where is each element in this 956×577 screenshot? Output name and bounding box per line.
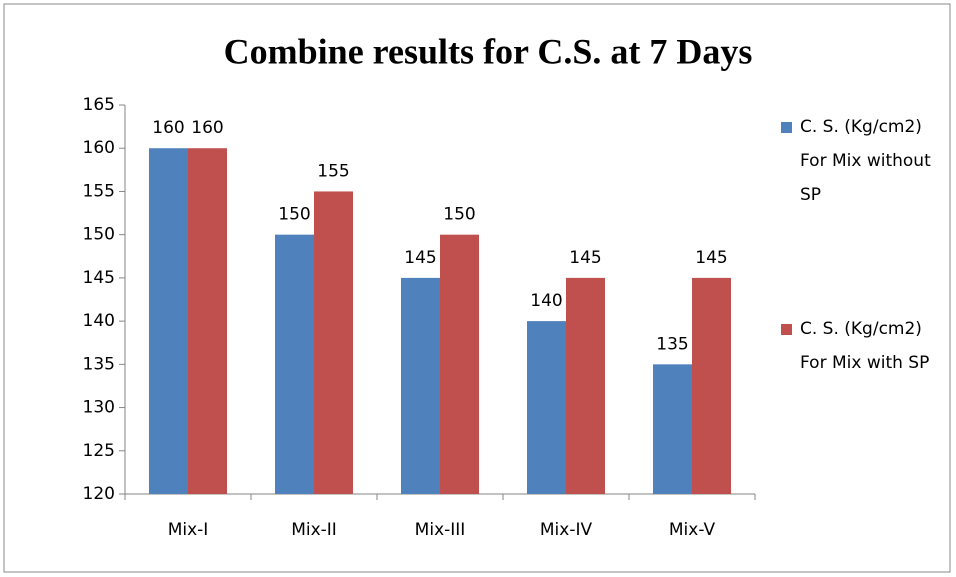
y-tick-label: 125 [83, 441, 115, 461]
y-tick-label: 135 [83, 354, 115, 374]
value-label: 145 [404, 248, 436, 268]
chart-title: Combine results for C.S. at 7 Days [224, 31, 753, 71]
value-label: 145 [569, 248, 601, 268]
y-tick-label: 150 [83, 225, 115, 245]
value-label: 160 [152, 118, 184, 138]
bar [440, 234, 479, 494]
value-label: 150 [443, 205, 475, 225]
bar [566, 277, 605, 494]
value-label: 160 [191, 118, 223, 138]
x-tick-label: Mix-II [291, 520, 337, 540]
bar [692, 277, 731, 494]
x-tick-label: Mix-V [669, 520, 716, 540]
bar [314, 191, 353, 494]
bar [401, 277, 440, 494]
chart-border [3, 3, 951, 573]
y-tick-label: 120 [83, 484, 115, 504]
bar [188, 148, 227, 494]
x-tick-label: Mix-IV [540, 520, 593, 540]
y-tick-label: 165 [83, 95, 115, 115]
bar [527, 321, 566, 494]
legend-label: C. S. (Kg/cm2) For Mix with SP [800, 319, 930, 373]
y-tick-label: 130 [83, 398, 115, 418]
legend-swatch [781, 324, 792, 335]
legend-swatch [781, 122, 792, 133]
x-tick-label: Mix-III [415, 520, 466, 540]
y-tick-label: 140 [83, 311, 115, 331]
value-label: 145 [695, 248, 727, 268]
x-tick-label: Mix-I [168, 520, 209, 540]
bar [275, 234, 314, 494]
y-tick-label: 145 [83, 268, 115, 288]
y-tick-label: 160 [83, 138, 115, 158]
value-label: 135 [656, 334, 688, 354]
y-tick-label: 155 [83, 181, 115, 201]
bar [149, 148, 188, 494]
value-label: 140 [530, 291, 562, 311]
value-label: 155 [317, 161, 349, 181]
value-label: 150 [278, 205, 310, 225]
bar [653, 364, 692, 494]
legend-label: C. S. (Kg/cm2) For Mix without SP [800, 117, 931, 205]
